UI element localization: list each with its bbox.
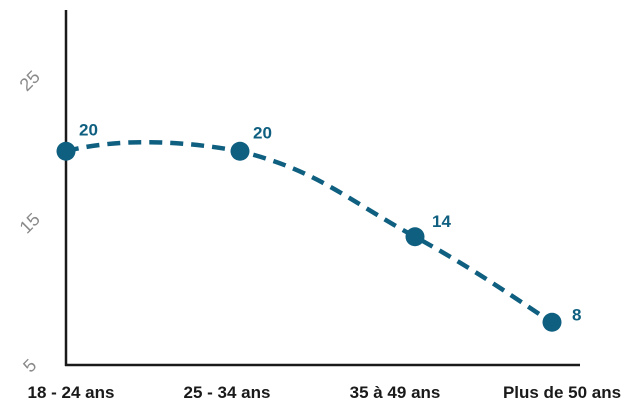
y-tick-label: 5 (19, 355, 40, 376)
data-point (405, 227, 425, 247)
data-point (56, 141, 76, 161)
x-tick-labels: 18 - 24 ans 25 - 34 ans 35 à 49 ans Plus de… (28, 383, 622, 402)
chart-axes (64, 10, 580, 367)
x-tick-label: 35 à 49 ans (350, 383, 441, 402)
data-point (542, 312, 562, 332)
data-point (230, 141, 250, 161)
data-label: 20 (79, 120, 98, 139)
series-group (65, 139, 554, 325)
data-label: 20 (253, 123, 272, 142)
x-tick-label: 25 - 34 ans (184, 383, 271, 402)
data-label: 8 (572, 305, 581, 324)
data-points (56, 141, 562, 332)
data-label: 14 (432, 212, 451, 231)
x-tick-label: Plus de 50 ans (503, 383, 621, 402)
y-tick-label: 15 (16, 209, 44, 237)
y-tick-labels: 5 15 25 (16, 67, 44, 377)
x-tick-label: 18 - 24 ans (28, 383, 115, 402)
data-labels: 20 20 14 8 (79, 120, 581, 324)
y-tick-label: 25 (16, 67, 44, 95)
series-line (65, 139, 554, 325)
